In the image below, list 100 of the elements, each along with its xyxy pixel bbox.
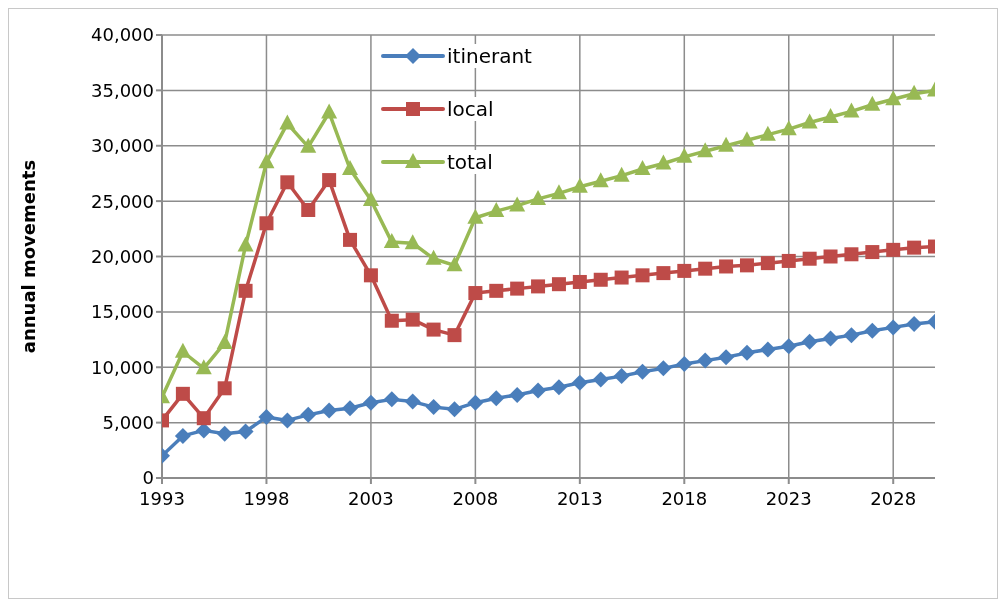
point xyxy=(655,360,672,377)
point xyxy=(405,312,420,327)
point xyxy=(739,258,754,273)
legend-label: itinerant xyxy=(447,43,532,68)
point xyxy=(886,242,901,257)
legend-label: local xyxy=(447,96,494,121)
point xyxy=(321,103,338,119)
point xyxy=(697,352,714,369)
point xyxy=(802,251,817,266)
x-tick-label: 2013 xyxy=(556,487,603,509)
point xyxy=(509,386,526,403)
y-tick-label: 15,000 xyxy=(91,301,154,323)
point xyxy=(822,330,839,347)
x-tick-label: 1998 xyxy=(243,487,290,509)
point xyxy=(467,394,484,411)
point xyxy=(677,263,692,278)
point xyxy=(447,328,462,343)
point xyxy=(571,177,588,193)
point xyxy=(301,202,316,217)
point xyxy=(216,333,233,349)
point xyxy=(885,90,902,106)
y-tick-label: 5,000 xyxy=(102,412,154,434)
point xyxy=(426,322,441,337)
x-tick-label: 2003 xyxy=(348,487,394,509)
point xyxy=(907,240,922,255)
y-tick-label: 10,000 xyxy=(91,356,154,378)
y-tick-label: 0 xyxy=(142,467,154,489)
point xyxy=(592,172,609,188)
point xyxy=(592,371,609,388)
legend-label: total xyxy=(447,149,493,174)
point xyxy=(550,379,567,396)
point xyxy=(217,381,232,396)
point xyxy=(467,208,484,224)
point xyxy=(530,382,547,399)
point xyxy=(238,283,253,298)
point xyxy=(383,391,400,408)
point xyxy=(864,322,881,339)
x-tick-label: 1993 xyxy=(139,487,185,509)
point xyxy=(822,107,839,123)
point xyxy=(759,341,776,358)
point xyxy=(844,247,859,262)
point xyxy=(259,216,274,231)
point xyxy=(760,256,775,271)
point xyxy=(174,427,191,444)
point xyxy=(279,114,296,130)
point xyxy=(300,406,317,423)
point xyxy=(237,423,254,440)
point xyxy=(906,84,923,100)
point xyxy=(906,316,923,333)
point xyxy=(509,196,526,212)
point xyxy=(383,233,400,249)
point xyxy=(780,120,797,136)
point xyxy=(342,160,359,176)
point xyxy=(322,173,337,188)
point xyxy=(864,95,881,111)
point xyxy=(676,355,693,372)
y-tick-label: 20,000 xyxy=(91,245,154,267)
point xyxy=(258,153,275,169)
point xyxy=(718,136,735,152)
point xyxy=(362,191,379,207)
point xyxy=(530,189,547,205)
point xyxy=(321,402,338,419)
x-tick-label: 2023 xyxy=(765,487,812,509)
point xyxy=(634,160,651,176)
point xyxy=(363,268,378,283)
point xyxy=(676,147,693,163)
point xyxy=(759,125,776,141)
y-tick-label: 40,000 xyxy=(91,24,154,46)
point xyxy=(718,349,735,366)
point xyxy=(216,425,233,442)
point xyxy=(510,281,525,296)
point xyxy=(801,333,818,350)
point xyxy=(488,202,505,218)
point xyxy=(384,313,399,328)
point xyxy=(656,266,671,281)
point xyxy=(362,394,379,411)
point xyxy=(613,368,630,385)
point xyxy=(843,327,860,344)
point xyxy=(425,249,442,265)
point xyxy=(195,359,212,375)
point xyxy=(300,137,317,153)
x-tick-label: 2008 xyxy=(452,487,499,509)
point xyxy=(823,249,838,264)
point xyxy=(719,259,734,274)
point xyxy=(593,272,608,287)
point xyxy=(196,411,211,426)
point xyxy=(885,319,902,336)
point xyxy=(425,399,442,416)
point xyxy=(865,245,880,260)
point xyxy=(801,113,818,129)
point xyxy=(634,363,651,380)
point xyxy=(635,268,650,283)
point xyxy=(404,393,421,410)
y-axis-title: annual movements xyxy=(18,159,40,354)
x-tick-label: 2018 xyxy=(661,487,708,509)
point xyxy=(489,283,504,298)
point xyxy=(571,374,588,391)
point xyxy=(843,102,860,118)
x-tick-label: 2028 xyxy=(870,487,917,509)
point xyxy=(342,400,359,417)
